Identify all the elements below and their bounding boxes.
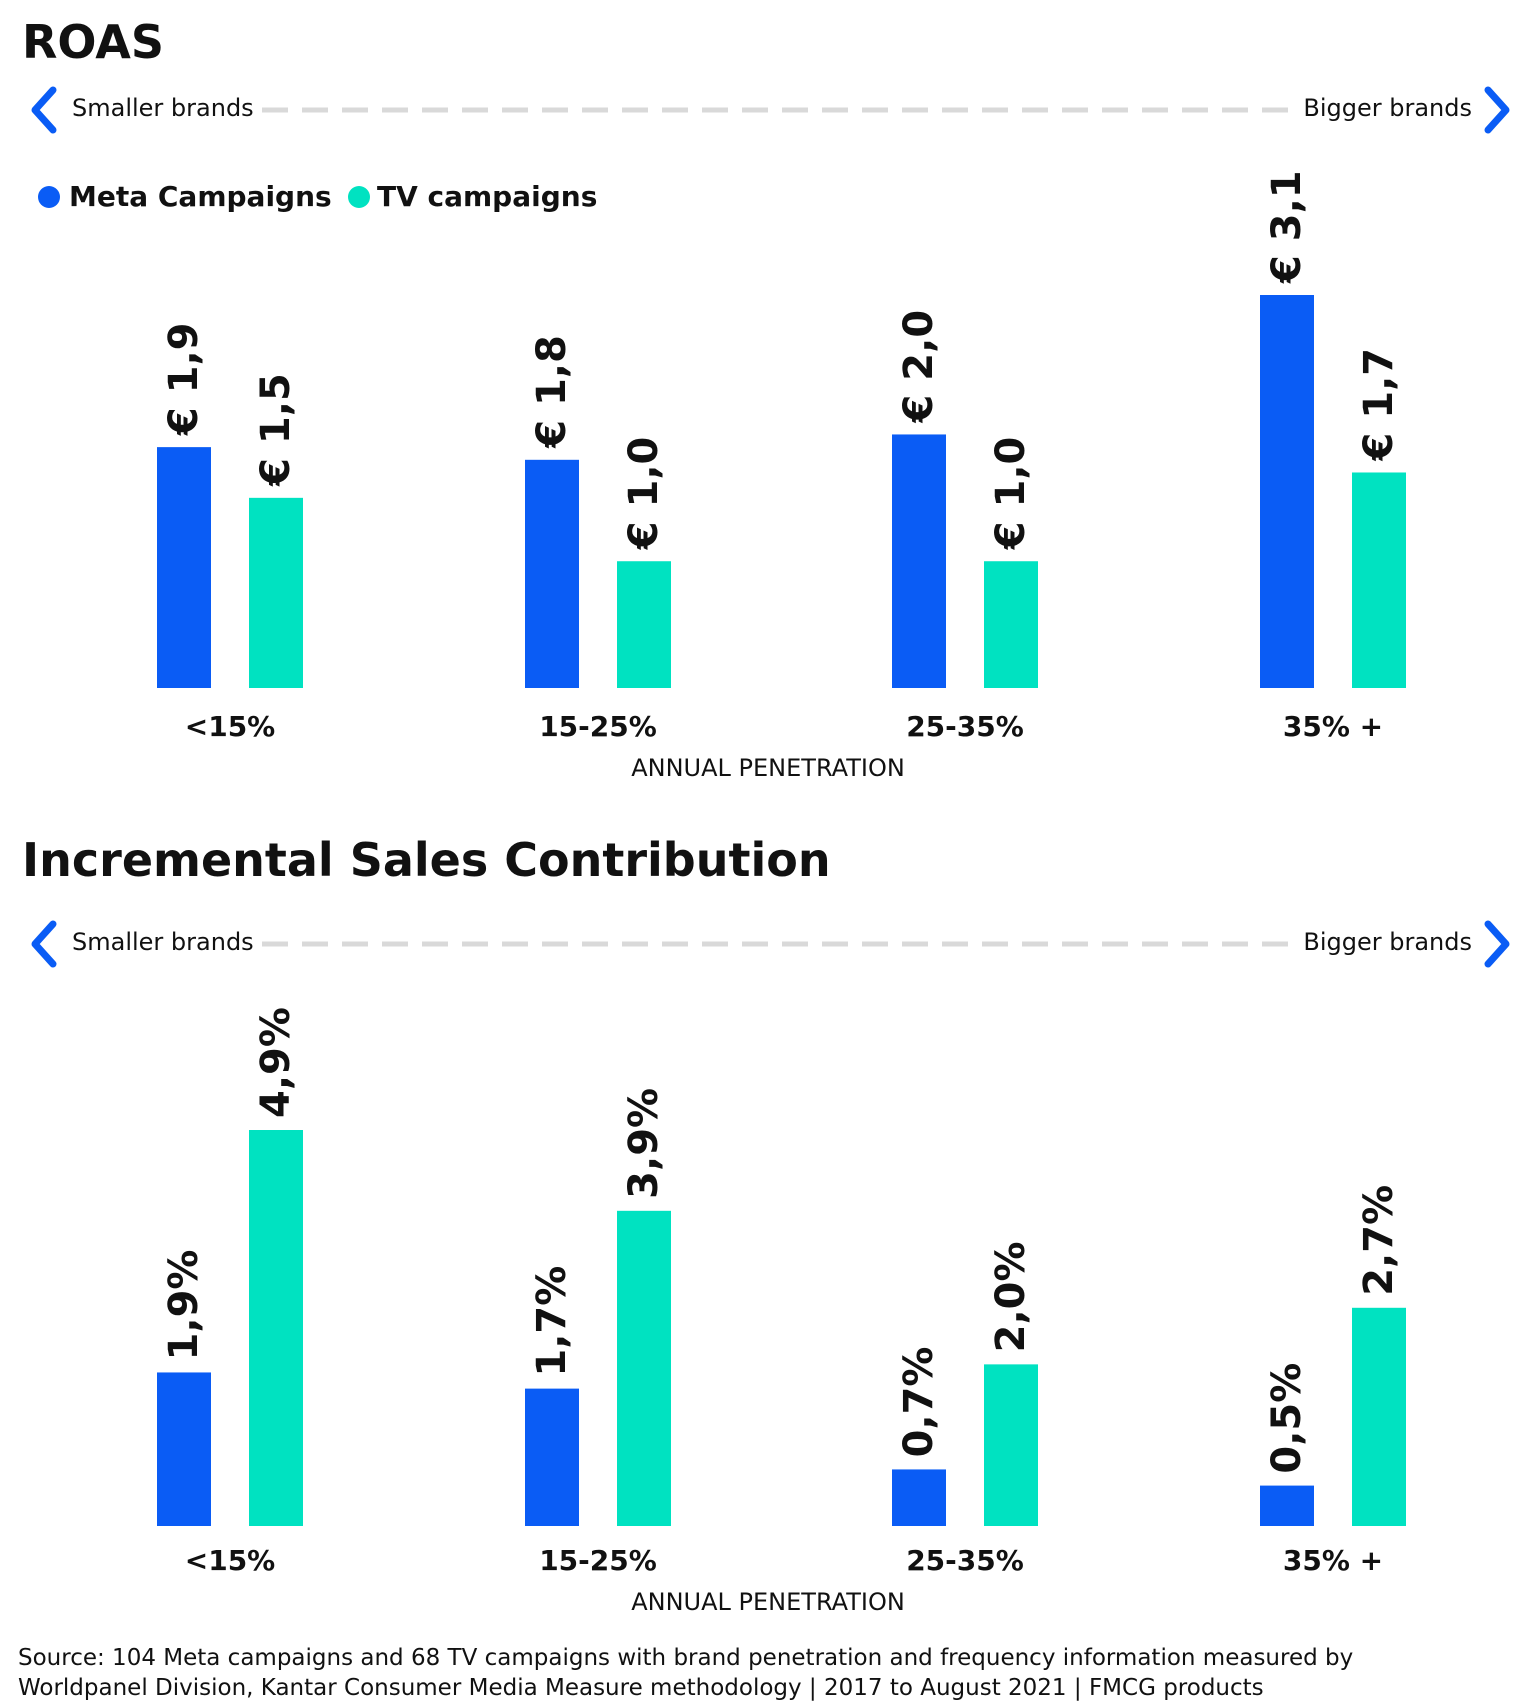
source-note: Source: 104 Meta campaigns and 68 TV cam… bbox=[18, 1645, 1353, 1701]
source-line-1: Source: 104 Meta campaigns and 68 TV cam… bbox=[18, 1645, 1353, 1671]
source-line-2: Worldpanel Division, Kantar Consumer Med… bbox=[18, 1675, 1264, 1701]
x-axis-label: ANNUAL PENETRATION bbox=[631, 754, 905, 782]
data-label-tv: € 1,0 bbox=[988, 437, 1034, 551]
incremental-sales-chart: Incremental Sales Contribution Smaller b… bbox=[22, 833, 1510, 1616]
bar-tv bbox=[249, 497, 303, 688]
data-label-tv: 2,0% bbox=[988, 1241, 1034, 1352]
bars: € 1,9 € 1,8 € 2,0 € 3,1 € 1,5 € 1,0 € 1,0 € 1,7 bbox=[157, 170, 1406, 688]
category-label: 35% + bbox=[1283, 710, 1383, 743]
category-labels: <15% 15-25% 25-35% 35% + bbox=[185, 710, 1383, 743]
data-label-meta: 1,9% bbox=[161, 1250, 207, 1361]
chevron-right-icon bbox=[1484, 86, 1510, 134]
roas-chart: ROAS Smaller brands Bigger brands Meta C… bbox=[22, 15, 1510, 782]
bar-meta bbox=[525, 459, 579, 688]
chart-title: Incremental Sales Contribution bbox=[22, 833, 831, 887]
chevron-right-icon bbox=[1484, 920, 1510, 968]
bar-tv bbox=[1352, 1307, 1406, 1526]
data-label-meta: 0,7% bbox=[896, 1346, 942, 1457]
legend-dot-meta bbox=[38, 186, 60, 208]
data-label-meta: € 1,8 bbox=[529, 335, 575, 449]
data-label-tv: € 1,5 bbox=[253, 373, 299, 487]
chevron-left-icon bbox=[31, 86, 57, 134]
bar-tv bbox=[984, 561, 1038, 688]
data-label-meta: € 1,9 bbox=[161, 323, 207, 437]
category-label: 15-25% bbox=[539, 1544, 657, 1577]
bar-tv bbox=[249, 1130, 303, 1526]
legend-label-tv: TV campaigns bbox=[377, 180, 597, 213]
data-label-meta: € 3,1 bbox=[1264, 170, 1310, 284]
range-left-label: Smaller brands bbox=[72, 94, 254, 122]
bar-tv bbox=[1352, 472, 1406, 688]
category-labels: <15% 15-25% 25-35% 35% + bbox=[185, 1544, 1383, 1577]
data-label-meta: 1,7% bbox=[529, 1266, 575, 1377]
data-label-tv: € 1,7 bbox=[1356, 348, 1402, 462]
legend-dot-tv bbox=[348, 186, 370, 208]
brand-size-range: Smaller brands Bigger brands bbox=[31, 86, 1510, 134]
bar-tv bbox=[617, 1210, 671, 1526]
bar-tv bbox=[984, 1364, 1038, 1526]
range-right-label: Bigger brands bbox=[1303, 928, 1472, 956]
data-label-meta: € 2,0 bbox=[896, 310, 942, 424]
data-label-meta: 0,5% bbox=[1264, 1363, 1310, 1474]
bar-meta bbox=[1260, 1485, 1314, 1526]
bar-meta bbox=[892, 1469, 946, 1526]
range-right-label: Bigger brands bbox=[1303, 94, 1472, 122]
x-axis-label: ANNUAL PENETRATION bbox=[631, 1588, 905, 1616]
category-label: <15% bbox=[185, 710, 275, 743]
bar-meta bbox=[525, 1388, 579, 1526]
data-label-tv: 4,9% bbox=[253, 1007, 299, 1118]
bar-meta bbox=[157, 1372, 211, 1526]
bar-meta bbox=[157, 447, 211, 688]
data-label-tv: 2,7% bbox=[1356, 1185, 1402, 1296]
category-label: 25-35% bbox=[906, 710, 1024, 743]
range-left-label: Smaller brands bbox=[72, 928, 254, 956]
chart-title: ROAS bbox=[22, 15, 164, 69]
chevron-left-icon bbox=[31, 920, 57, 968]
category-label: 25-35% bbox=[906, 1544, 1024, 1577]
category-label: 35% + bbox=[1283, 1544, 1383, 1577]
data-label-tv: 3,9% bbox=[621, 1088, 667, 1199]
legend: Meta Campaigns TV campaigns bbox=[38, 180, 597, 213]
bars: 1,9% 1,7% 0,7% 0,5% 4,9% 3,9% 2,0% 2,7% bbox=[157, 1007, 1406, 1526]
brand-size-range: Smaller brands Bigger brands bbox=[31, 920, 1510, 968]
bar-meta bbox=[892, 434, 946, 688]
legend-label-meta: Meta Campaigns bbox=[69, 180, 332, 213]
category-label: <15% bbox=[185, 1544, 275, 1577]
data-label-tv: € 1,0 bbox=[621, 437, 667, 551]
category-label: 15-25% bbox=[539, 710, 657, 743]
bar-meta bbox=[1260, 295, 1314, 688]
bar-tv bbox=[617, 561, 671, 688]
